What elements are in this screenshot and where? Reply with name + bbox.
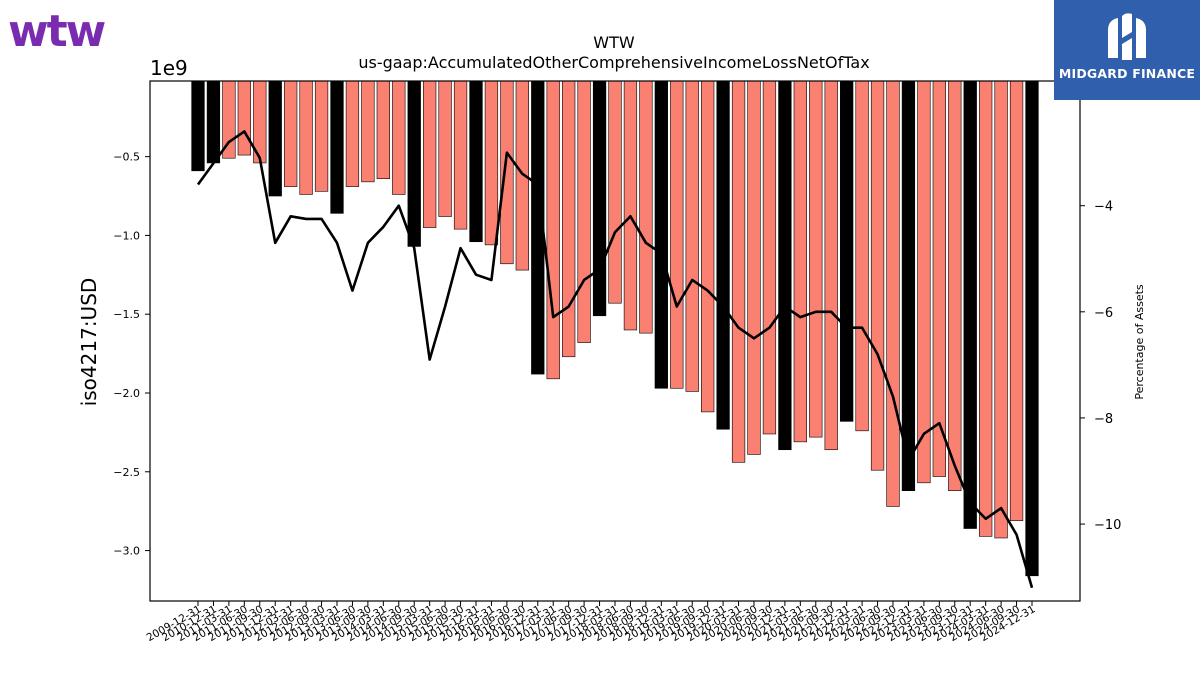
bar-quarterly (639, 80, 653, 334)
bar-quarterly (314, 80, 329, 192)
bar-quarterly (284, 80, 298, 187)
bar-quarterly (762, 80, 777, 435)
bar-quarterly (453, 80, 468, 230)
x-axis-ticks: 2009-12-312010-12-312011-03-312011-06-30… (145, 601, 1038, 644)
bar-quarterly (793, 80, 807, 443)
bar-quarterly (500, 80, 514, 265)
wtw-logo-text: wtw (8, 6, 106, 56)
bar-quarterly (1009, 80, 1024, 521)
bar-quarterly (438, 80, 452, 217)
y2-axis-ticks: −4 −6 −8 −10 (1080, 200, 1121, 533)
bar-quarterly (299, 80, 313, 195)
chart-subtitle: us-gaap:AccumulatedOtherComprehensiveInc… (358, 53, 869, 72)
bar-annual (901, 80, 916, 492)
bar-annual (592, 80, 607, 317)
y2-tick-label: −6 (1094, 306, 1113, 321)
midgard-emblem-icon (1108, 13, 1146, 61)
y-tick-label: −3.0 (113, 545, 140, 558)
bar-quarterly (701, 80, 715, 413)
bar-quarterly (886, 80, 900, 507)
y2-tick-label: −4 (1094, 200, 1113, 215)
y2-axis-label: Percentage of Assets (1133, 284, 1146, 400)
bar-quarterly (376, 80, 390, 179)
bar-quarterly (423, 80, 437, 228)
wtw-logo: wtw (8, 6, 124, 57)
bar-quarterly (917, 80, 931, 484)
bar-quarterly (870, 80, 885, 471)
y-tick-label: −1.0 (113, 229, 140, 242)
bar-quarterly (855, 80, 869, 432)
midgard-finance-logo: MIDGARD FINANCE (1054, 0, 1200, 100)
bar-annual (407, 80, 421, 247)
y-tick-label: −2.5 (113, 466, 140, 479)
bar-quarterly (747, 80, 761, 455)
y-axis-label: iso4217:USD (77, 278, 101, 407)
bar-quarterly (237, 80, 251, 156)
bar-quarterly (932, 80, 946, 477)
y-tick-label: −2.0 (113, 387, 140, 400)
bar-quarterly (731, 80, 746, 463)
line-series (196, 130, 1034, 589)
bar-quarterly (979, 80, 993, 537)
bar-series (191, 80, 1039, 577)
y2-tick-label: −10 (1094, 518, 1121, 533)
y-tick-label: −0.5 (113, 151, 140, 164)
bar-annual (778, 80, 792, 451)
bar-quarterly (392, 80, 406, 195)
bar-quarterly (546, 80, 560, 380)
bar-annual (716, 80, 730, 430)
bar-annual (268, 80, 282, 197)
bar-quarterly (994, 80, 1008, 539)
bar-annual (191, 80, 205, 172)
y2-tick-label: −8 (1094, 412, 1113, 427)
bar-quarterly (562, 80, 576, 358)
bar-annual (963, 80, 977, 529)
bar-annual (840, 80, 854, 422)
midgard-brand-text: MIDGARD FINANCE (1058, 66, 1196, 81)
bar-annual (469, 80, 483, 243)
bar-quarterly (685, 80, 699, 392)
bar-annual (1025, 80, 1039, 577)
chart-title: WTW (593, 33, 635, 52)
bar-quarterly (577, 80, 591, 343)
y-offset-label: 1e9 (150, 56, 188, 80)
y-tick-label: −1.5 (113, 308, 140, 321)
bar-quarterly (361, 80, 375, 183)
bar-quarterly (345, 80, 360, 187)
bar-quarterly (623, 80, 638, 331)
bar-quarterly (809, 80, 823, 438)
bar-quarterly (948, 80, 962, 492)
y-axis-ticks: −0.5 −1.0 −1.5 −2.0 −2.5 −3.0 (113, 151, 150, 558)
percentage-of-assets-line (196, 130, 1034, 589)
bar-quarterly (608, 80, 622, 304)
bar-quarterly (670, 80, 684, 389)
bar-quarterly (824, 80, 838, 451)
bar-annual (206, 80, 221, 164)
bar-annual (654, 80, 668, 389)
bar-annual (330, 80, 344, 214)
bar-quarterly (484, 80, 499, 246)
